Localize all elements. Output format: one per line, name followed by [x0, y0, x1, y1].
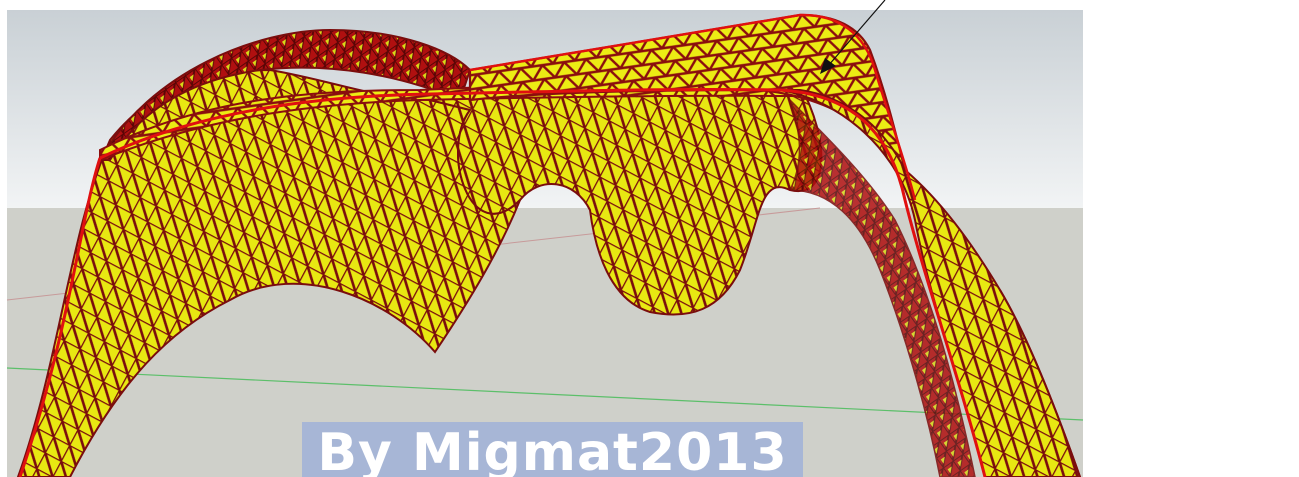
surface-edge-right: [999, 289, 1081, 477]
surface-edge-left: [18, 157, 102, 477]
watermark-label: By Migmat2013: [302, 422, 803, 477]
arrow-pointer-icon: [820, 0, 886, 74]
green-axis: [6, 367, 1084, 421]
surface-right-inner: [788, 99, 976, 477]
surface-edge-top: [99, 87, 987, 477]
surface-edge-ridge: [469, 13, 917, 201]
